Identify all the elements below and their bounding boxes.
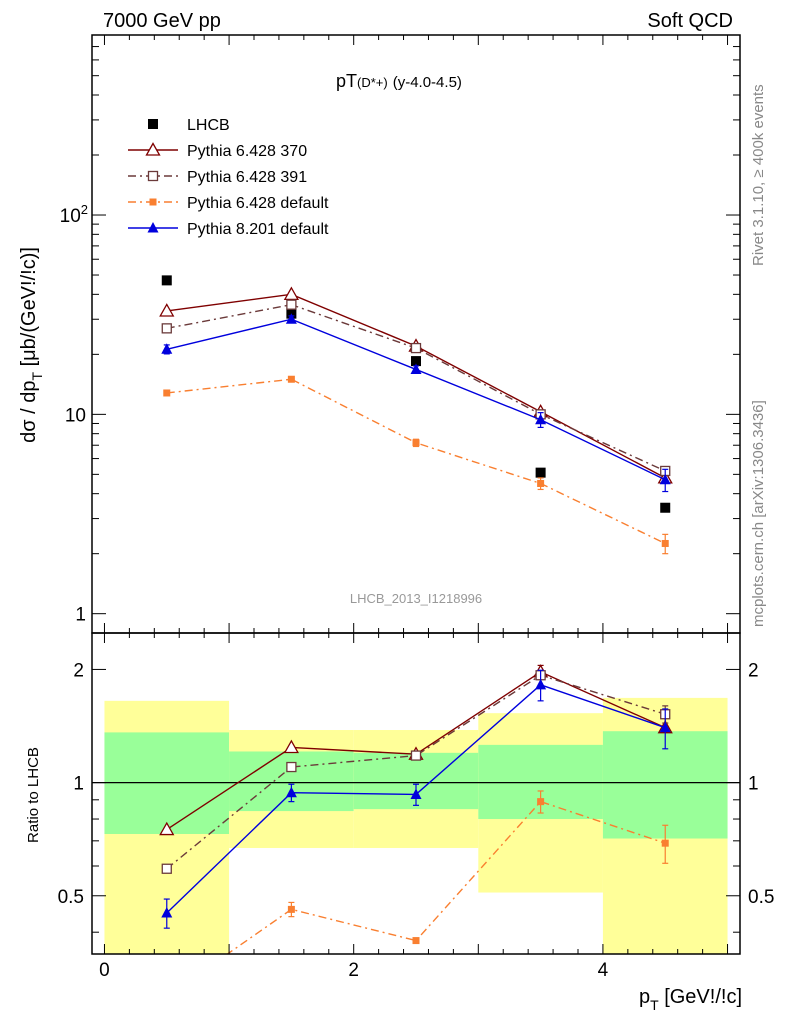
mcplots-info-label: mcplots.cern.ch [arXiv:1306.3436]	[750, 400, 767, 627]
x-tick-label-2: 4	[598, 960, 609, 981]
main-series-2-point-0	[161, 323, 172, 334]
plot-title-sub: (D*+)	[357, 75, 388, 90]
main-series-0-point-2	[411, 356, 421, 367]
main-series-4-point-0	[161, 343, 173, 354]
main-plot-series	[159, 275, 673, 555]
legend-label-0: LHCB	[187, 117, 230, 134]
plot-title-main: pT	[336, 71, 357, 91]
ratio-series-3	[161, 669, 671, 929]
main-series-3-point-0	[163, 389, 171, 397]
legend-marker-0	[148, 119, 158, 129]
ratio-series-0-point-1	[283, 739, 299, 754]
ratio-y-tick-label-left-2: 2	[73, 660, 84, 681]
main-series-0-point-0	[161, 275, 172, 286]
header-process: Soft QCD	[647, 10, 733, 32]
ratio-series-3-point-1	[285, 786, 297, 798]
ratio-series-2-point-3	[537, 798, 545, 806]
main-y-label-text: dσ / dp	[18, 381, 40, 443]
ratio-plot-series	[159, 664, 673, 1000]
x-axis-label: pT [GeV!/!c]	[639, 986, 742, 1013]
main-y-axis-label: dσ / dpT [μb/(GeV!/!c)]	[18, 247, 45, 443]
main-series-2-point-2	[410, 342, 422, 354]
ratio-series-2-point-1	[287, 905, 295, 913]
ratio-series-1-point-1	[286, 761, 297, 773]
x-label-tail: [GeV!/!c]	[659, 986, 742, 1008]
ratio-y-tick-label-left-0: 0.5	[58, 887, 84, 908]
main-series-3-point-3	[537, 479, 545, 487]
legend-entry-2: Pythia 6.428 391	[128, 169, 307, 186]
ratio-series-3-point-4	[659, 721, 671, 733]
ratio-series-2-point-0	[163, 993, 170, 1000]
main-series-4-point-4	[659, 473, 671, 485]
main-series-0-point-3	[535, 467, 546, 478]
main-y-label-tail: [μb/(GeV!/!c)]	[18, 247, 40, 372]
x-tick-label-0: 0	[99, 960, 110, 981]
main-series-2	[161, 299, 671, 477]
ratio-series-2	[163, 790, 669, 1000]
main-series-4-point-3	[535, 413, 547, 425]
main-series-1	[159, 286, 673, 484]
main-series-0-point-4	[660, 502, 671, 513]
main-series-1-point-0	[159, 303, 175, 317]
ratio-plot-frame	[91, 632, 741, 955]
axis-ticks	[92, 34, 740, 954]
legend-entry-1: Pythia 6.428 370	[128, 142, 307, 160]
analysis-watermark: LHCB_2013_I1218996	[350, 591, 482, 606]
ratio-y-tick-label-right-2: 2	[748, 660, 759, 681]
ratio-series-3-point-0	[161, 906, 173, 918]
ratio-series-3-point-2	[410, 788, 422, 799]
main-y-tick-label-0: 1	[75, 605, 86, 626]
plot-title-range: (y-4.0-4.5)	[393, 74, 462, 91]
legend-marker-1	[145, 142, 161, 156]
ratio-series-2-line	[226, 800, 666, 954]
legend-marker-3	[149, 198, 157, 206]
main-series-3-point-4	[661, 539, 669, 547]
legend-entry-4: Pythia 8.201 default	[128, 221, 329, 238]
main-series-1-line	[166, 293, 666, 479]
legend-entry-3: Pythia 6.428 default	[128, 195, 329, 212]
main-series-0	[161, 275, 671, 513]
ratio-y-tick-label-left-1: 1	[73, 774, 84, 795]
ratio-series-2-point-4	[661, 839, 669, 847]
main-series-3-line	[166, 378, 666, 545]
main-series-1-point-1	[283, 286, 299, 300]
legend-label-2: Pythia 6.428 391	[187, 169, 307, 186]
ratio-y-axis-label: Ratio to LHCB	[25, 747, 42, 843]
ratio-series-1-point-2	[410, 750, 422, 761]
x-label-sub: T	[650, 997, 659, 1013]
legend: LHCB Pythia 6.428 370 Pythia 6.428 391 Pyth…	[128, 117, 329, 238]
main-y-tick-label-1: 10	[65, 405, 86, 426]
ratio-uncertainty-bands	[104, 697, 728, 954]
main-y-label-sub: T	[29, 372, 45, 381]
ratio-y-tick-label-right-0: 0.5	[748, 887, 774, 908]
x-label-text: p	[639, 986, 650, 1008]
plot-title: pT(D*+) (y-4.0-4.5)	[336, 71, 462, 91]
x-tick-label-1: 2	[348, 960, 359, 981]
main-series-4-point-2	[410, 363, 422, 374]
legend-marker-2	[147, 170, 159, 182]
main-series-3-point-2	[412, 439, 420, 447]
rivet-info-label: Rivet 3.1.10, ≥ 400k events	[750, 84, 767, 266]
ratio-series-3-point-3	[535, 678, 547, 690]
main-series-2-point-1	[286, 299, 297, 310]
legend-marker-4	[147, 222, 159, 233]
ratio-series-2-point-2	[412, 937, 420, 945]
legend-label-4: Pythia 8.201 default	[187, 221, 329, 238]
main-series-3-point-1	[287, 375, 295, 383]
main-y-tick-label-2: 102	[60, 202, 88, 227]
main-series-3	[163, 375, 669, 555]
ratio-y-tick-label-right-1: 1	[748, 774, 759, 795]
ratio-series-1-point-0	[161, 863, 172, 874]
legend-label-1: Pythia 6.428 370	[187, 143, 307, 160]
legend-entry-0: LHCB	[148, 117, 230, 134]
legend-label-3: Pythia 6.428 default	[187, 195, 329, 212]
axis-tick-labels: 1 10 102 0.5 0.5 1 1 2 2 0 2 4	[58, 202, 775, 981]
ratio-series-0-point-0	[159, 821, 175, 836]
main-series-4-point-1	[285, 313, 297, 324]
main-series-4	[161, 313, 671, 493]
header-collision-energy: 7000 GeV pp	[103, 10, 221, 32]
